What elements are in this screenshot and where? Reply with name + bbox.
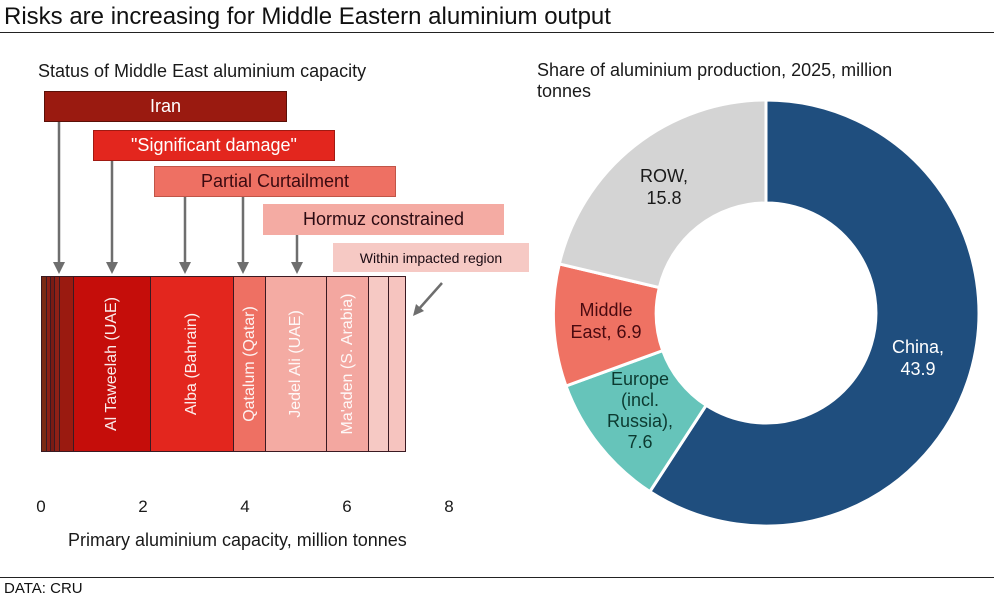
donut-label-china: China, 43.9 [892, 336, 944, 380]
right-chart-title: Share of aluminium production, 2025, mil… [537, 60, 892, 102]
legend-box-hormuz-constrained: Hormuz constrained [263, 204, 504, 235]
legend-label-hormuz-constrained: Hormuz constrained [302, 209, 465, 229]
bar-segment-iran-2 [47, 276, 51, 452]
legend-label-partial-curtailment: Partial Curtailment [200, 171, 350, 191]
bar-segment-jedel-ali: Jedel Ali (UAE) [266, 276, 327, 452]
bar-segment-iran-3 [51, 276, 55, 452]
donut-slice-china [647, 98, 981, 528]
donut-label-europe-line3: Russia), [606, 411, 674, 431]
donut-label-europe-line4: 7.6 [627, 432, 653, 452]
data-source: DATA: CRU [4, 580, 83, 597]
donut-label-middle-east: Middle East, 6.9 [570, 299, 641, 343]
footer-divider [0, 577, 994, 578]
donut-label-row-name: ROW, [640, 166, 688, 186]
donut-slice-row [557, 98, 768, 290]
bar-segment-alba: Alba (Bahrain) [151, 276, 234, 452]
donut-label-row: ROW, 15.8 [640, 165, 688, 209]
x-tick-2: 2 [138, 497, 148, 516]
bar-segment-impacted-1 [369, 276, 389, 452]
donut-label-europe-line1: Europe [610, 369, 670, 389]
left-chart-title: Status of Middle East aluminium capacity [38, 61, 367, 81]
page-title: Risks are increasing for Middle Eastern … [4, 3, 611, 30]
donut-label-china-value: 43.9 [900, 359, 936, 379]
bar-segment-al-taweelah: Al Taweelah (UAE) [74, 276, 151, 452]
donut-label-china-name: China, [891, 337, 945, 357]
legend-label-iran: Iran [149, 96, 182, 116]
donut-label-middle-east-value: East, 6.9 [570, 322, 642, 342]
legend-label-significant-damage: "Significant damage" [131, 135, 297, 155]
donut-label-row-value: 15.8 [646, 188, 682, 208]
legend-box-significant-damage: "Significant damage" [93, 130, 335, 161]
legend-label-within-impacted-region: Within impacted region [359, 249, 503, 266]
donut-label-middle-east-name: Middle [579, 300, 633, 320]
right-chart-title-line2: tonnes [537, 81, 592, 101]
x-tick-0: 0 [36, 497, 46, 516]
x-tick-4: 4 [240, 497, 250, 516]
legend-box-partial-curtailment: Partial Curtailment [154, 166, 396, 197]
arrow-within-impacted-region [417, 282, 443, 311]
bar-segment-iran-4 [55, 276, 60, 452]
x-tick-6: 6 [342, 497, 352, 516]
bar-segment-maaden: Ma'aden (S. Arabia) [327, 276, 369, 452]
bar-segment-iran-5 [60, 276, 74, 452]
x-tick-8: 8 [444, 497, 454, 516]
right-chart-title-line1: Share of aluminium production, 2025, mil… [537, 60, 893, 80]
donut-label-europe-line2: (incl. [620, 390, 660, 410]
legend-box-within-impacted-region: Within impacted region [333, 243, 529, 272]
legend-box-iran: Iran [44, 91, 287, 122]
bar-segment-qatalum: Qatalum (Qatar) [234, 276, 266, 452]
x-axis-label: Primary aluminium capacity, million tonn… [68, 530, 407, 550]
donut-label-europe: Europe (incl. Russia), 7.6 [607, 369, 673, 453]
title-divider [0, 32, 994, 33]
